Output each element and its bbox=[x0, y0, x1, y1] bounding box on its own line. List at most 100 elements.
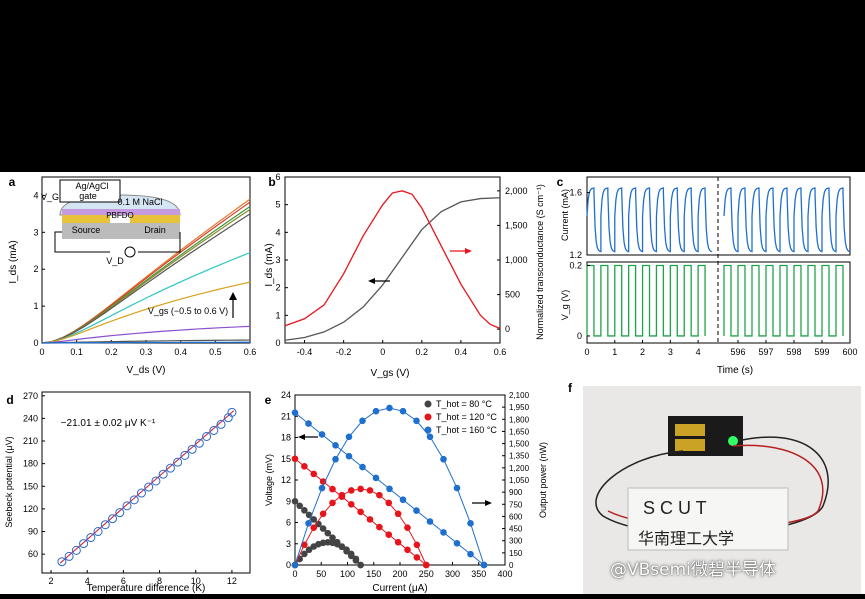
d-ytick-label: 270 bbox=[23, 391, 38, 401]
e-point bbox=[453, 539, 461, 547]
a-inset-gate-text2: gate bbox=[79, 191, 97, 201]
e-point bbox=[343, 546, 350, 554]
e-ytick-left-label: 6 bbox=[286, 518, 291, 528]
e-point bbox=[372, 407, 380, 415]
e-ytick-right-label: 750 bbox=[509, 500, 523, 509]
e-point bbox=[318, 431, 326, 438]
e-point bbox=[366, 516, 374, 523]
c-xtick-label: 2 bbox=[640, 347, 645, 357]
b-ytick-left-label: 4 bbox=[275, 227, 280, 237]
b-arrowhead-right bbox=[465, 248, 472, 254]
e-point bbox=[319, 525, 327, 532]
device-photo: S C U T 华南理工大学 bbox=[583, 386, 861, 594]
e-xtick-label: 350 bbox=[471, 569, 486, 579]
e-point bbox=[413, 417, 420, 425]
a-inset-wire-left bbox=[54, 231, 110, 253]
d-point bbox=[64, 551, 74, 561]
d-ytick-label: 210 bbox=[23, 436, 38, 446]
b-xlabel: V_gs (V) bbox=[371, 368, 410, 379]
a-ytick-label: 3 bbox=[33, 227, 38, 237]
e-ytick-right-label: 2,100 bbox=[509, 391, 530, 400]
b-arrowhead-left bbox=[368, 278, 375, 284]
c-xtick-label: 596 bbox=[730, 347, 745, 357]
a-annotation: V_gs (−0.5 to 0.6 V) bbox=[148, 306, 228, 316]
e-point bbox=[301, 463, 308, 470]
e-ytick-left-label: 24 bbox=[281, 390, 291, 400]
a-panel-label: a bbox=[9, 175, 16, 189]
e-ytick-right-label: 450 bbox=[509, 525, 523, 534]
e-ytick-right-label: 1,500 bbox=[509, 440, 530, 449]
a-inset-drain bbox=[130, 215, 180, 223]
b-ytick-left-label: 1 bbox=[275, 310, 280, 320]
c-xtick-label: 0 bbox=[584, 347, 589, 357]
c-xtick-label: 598 bbox=[786, 347, 801, 357]
e-ylabel-left: Voltage (mV) bbox=[264, 454, 274, 506]
device-strip bbox=[627, 487, 789, 551]
battery-1 bbox=[675, 424, 705, 436]
photo-chinese-text: 华南理工大学 bbox=[638, 530, 734, 548]
e-point bbox=[345, 452, 353, 460]
e-panel-label: e bbox=[265, 393, 272, 407]
e-point bbox=[376, 491, 383, 499]
d-point bbox=[209, 425, 219, 435]
e-ytick-left-label: 9 bbox=[286, 496, 291, 506]
a-series-0 bbox=[41, 281, 251, 344]
d-xtick-label: 10 bbox=[191, 576, 201, 586]
b-ytick-right-label: 1,000 bbox=[505, 255, 528, 265]
a-arrowhead bbox=[229, 292, 237, 300]
b-ytick-right-label: 1,500 bbox=[505, 220, 528, 230]
c-ylabel-top: Current (mA) bbox=[560, 189, 570, 241]
b-ytick-right-label: 0 bbox=[505, 324, 510, 334]
e-point bbox=[291, 561, 299, 569]
c-ytick-top-label: 1.2 bbox=[569, 250, 582, 260]
c-ytick-bottom-label: 0 bbox=[577, 331, 582, 341]
e-point bbox=[329, 534, 336, 541]
d-xtick-label: 2 bbox=[49, 576, 54, 586]
d-ylabel: Seebeck potential (μV) bbox=[4, 436, 14, 527]
b-ytick-left-label: 0 bbox=[275, 338, 280, 348]
e-arrowhead-left bbox=[298, 434, 305, 440]
e-point bbox=[347, 550, 355, 558]
e-point bbox=[413, 507, 420, 514]
c-xtick-label: 3 bbox=[668, 347, 673, 357]
a-series--0.5 bbox=[41, 341, 251, 344]
e-ytick-right-label: 1,200 bbox=[509, 464, 530, 473]
c-bottom-frame bbox=[586, 261, 851, 344]
d-point bbox=[151, 476, 161, 486]
e-ytick-right-label: 150 bbox=[509, 549, 523, 558]
e-point bbox=[357, 508, 364, 516]
e-xtick-label: 50 bbox=[316, 569, 326, 579]
a-inset-vd-label: V_D bbox=[106, 256, 124, 266]
d-point bbox=[173, 457, 183, 467]
e-point bbox=[305, 420, 312, 427]
e-point bbox=[332, 455, 339, 463]
e-point bbox=[394, 538, 402, 546]
d-point bbox=[187, 444, 197, 454]
e-xtick-label: 400 bbox=[497, 569, 512, 579]
a-xtick-label: 0.6 bbox=[244, 347, 257, 357]
e-point bbox=[359, 463, 366, 471]
e-point bbox=[453, 484, 461, 492]
e-legend-label-1: T_hot = 120 °C bbox=[436, 412, 497, 422]
e-point bbox=[372, 474, 380, 482]
b-ylabel-right: Normalized transconductance (S cm⁻¹) bbox=[535, 184, 545, 340]
a-xtick-label: 0.3 bbox=[140, 347, 153, 357]
e-point bbox=[399, 496, 407, 504]
d-point bbox=[158, 469, 168, 479]
e-ytick-right-label: 1,650 bbox=[509, 427, 530, 436]
a-ytick-label: 1 bbox=[33, 301, 38, 311]
d-point bbox=[227, 407, 237, 417]
e-point bbox=[318, 484, 326, 492]
a-inset-channel bbox=[62, 209, 180, 215]
d-point bbox=[79, 539, 89, 549]
d-point bbox=[136, 488, 146, 498]
d-point bbox=[108, 514, 118, 524]
d-point bbox=[122, 501, 132, 511]
e-ytick-right-label: 1,350 bbox=[509, 452, 530, 461]
e-xtick-label: 300 bbox=[445, 569, 460, 579]
a-inset-drain-label: Drain bbox=[144, 225, 166, 235]
a-ytick-label: 4 bbox=[33, 190, 38, 200]
e-ytick-left-label: 3 bbox=[286, 539, 291, 549]
e-point bbox=[296, 502, 303, 510]
e-xlabel: Current (μA) bbox=[372, 583, 427, 594]
